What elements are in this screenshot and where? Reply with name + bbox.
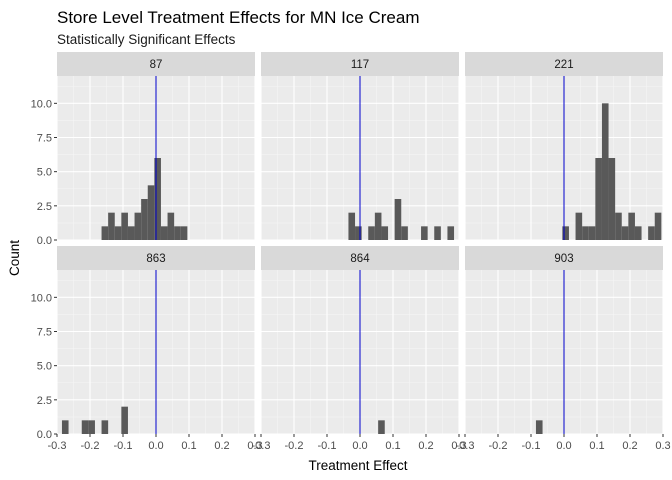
facet-strip-label: 903 xyxy=(554,253,573,265)
facet-strip-label: 221 xyxy=(554,59,573,71)
histogram-bar xyxy=(88,420,95,434)
histogram-bar xyxy=(588,226,596,240)
facet-panel-87: 87 0.0 2.5 5.0 7.5 10.0 xyxy=(31,52,256,247)
x-tick-label: -0.3 xyxy=(456,440,475,452)
histogram-bar xyxy=(648,226,655,240)
histogram-bar xyxy=(121,406,128,434)
y-tick-label: 5.0 xyxy=(37,167,52,179)
x-tick-label: 0.0 xyxy=(556,440,571,452)
facet-strip-label: 87 xyxy=(150,59,163,71)
histogram-bar xyxy=(355,226,362,240)
x-tick-label: 0.0 xyxy=(352,440,367,452)
histogram-bar xyxy=(575,212,583,240)
y-tick-label: 7.5 xyxy=(37,327,52,339)
facet-panel-117: 117 xyxy=(260,52,460,241)
histogram-bar xyxy=(174,226,181,240)
histogram-bar xyxy=(535,420,543,434)
y-axis-title: Count xyxy=(7,240,22,276)
histogram-bar xyxy=(147,185,155,240)
facet-strip-label: 864 xyxy=(350,253,370,265)
histogram-bar xyxy=(601,103,609,240)
histogram-bar xyxy=(167,212,175,240)
facet-panel-221: 221 xyxy=(464,52,664,241)
x-tick-label: -0.1 xyxy=(522,440,541,452)
facet-strip-label: 863 xyxy=(146,253,165,265)
histogram-bar xyxy=(134,212,142,240)
facet-panel-864: 864 -0.3 -0.2 -0.1 0.0 0.1 0.2 0.3 xyxy=(252,246,467,452)
x-tick-label: 0.1 xyxy=(385,440,400,452)
x-tick-label: -0.2 xyxy=(81,440,100,452)
y-tick-label: 10.0 xyxy=(31,98,52,110)
histogram-bar xyxy=(114,226,122,240)
y-tick-label: 5.0 xyxy=(37,361,52,373)
facet-strip-label: 117 xyxy=(351,59,369,71)
histogram-bar xyxy=(421,226,428,240)
x-tick-label: 0.1 xyxy=(181,440,196,452)
x-tick-label: 0.3 xyxy=(655,440,670,452)
chart-title: Store Level Treatment Effects for MN Ice… xyxy=(57,8,420,27)
histogram-bar xyxy=(61,420,69,434)
x-tick-label: -0.3 xyxy=(252,440,271,452)
x-tick-label: 0.2 xyxy=(418,440,433,452)
y-tick-label: 0.0 xyxy=(37,429,52,441)
y-tick-label: 10.0 xyxy=(31,292,52,304)
histogram-bar xyxy=(595,158,602,240)
histogram-bar xyxy=(101,420,109,434)
histogram-bar xyxy=(582,226,589,240)
histogram-bar xyxy=(608,158,616,240)
histogram-bar xyxy=(121,212,128,240)
histogram-bar xyxy=(368,226,375,240)
histogram-bar xyxy=(562,226,569,240)
facet-panel-863: 863 0.0 2.5 5.0 7.5 10.0 -0.3 -0.2 -0.1 0.0 0.1 0.2… xyxy=(31,246,263,452)
histogram-bar xyxy=(127,226,135,240)
histogram-bar xyxy=(381,226,389,240)
histogram-bar xyxy=(401,226,408,240)
histogram-bar xyxy=(621,226,629,240)
x-tick-label: -0.1 xyxy=(318,440,337,452)
facet-strip xyxy=(261,246,459,270)
histogram-bar xyxy=(654,212,662,240)
y-tick-label: 2.5 xyxy=(37,395,52,407)
y-tick-label: 0.0 xyxy=(37,235,52,247)
facet-panel-903: 903 -0.3 -0.2 -0.1 0.0 0.1 0.2 0.3 xyxy=(456,246,671,452)
x-tick-label: -0.3 xyxy=(48,440,67,452)
x-tick-label: -0.1 xyxy=(114,440,133,452)
histogram-bar xyxy=(615,212,622,240)
facet-strip xyxy=(465,246,663,270)
y-tick-label: 2.5 xyxy=(37,201,52,213)
x-axis-title: Treatment Effect xyxy=(308,458,407,473)
x-tick-label: 0.2 xyxy=(622,440,637,452)
histogram-bar xyxy=(348,212,356,240)
facet-strip xyxy=(465,52,663,76)
x-tick-label: -0.2 xyxy=(285,440,304,452)
histogram-bar xyxy=(154,158,161,240)
x-tick-label: -0.2 xyxy=(489,440,508,452)
histogram-bar xyxy=(81,420,89,434)
histogram-bar xyxy=(101,226,109,240)
histogram-bar xyxy=(434,226,441,240)
facet-strip xyxy=(57,246,255,270)
facet-strip xyxy=(261,52,459,76)
x-tick-label: 0.0 xyxy=(148,440,163,452)
histogram-bar xyxy=(378,420,385,434)
y-tick-label: 7.5 xyxy=(37,133,52,145)
histogram-bar xyxy=(141,199,148,240)
facet-panels: 87 0.0 2.5 5.0 7.5 10.0 117 221 863 0.0 2.5 5.0 7.5 1… xyxy=(31,52,671,452)
histogram-bar xyxy=(180,226,188,240)
histogram-bar xyxy=(634,226,642,240)
facet-strip xyxy=(57,52,255,76)
x-tick-label: 0.1 xyxy=(589,440,604,452)
x-tick-label: 0.3 xyxy=(451,440,466,452)
histogram-bar xyxy=(374,212,382,240)
histogram-bar xyxy=(160,226,168,240)
chart-subtitle: Statistically Significant Effects xyxy=(57,32,236,47)
histogram-bar xyxy=(394,199,402,240)
x-tick-label: 0.3 xyxy=(247,440,262,452)
histogram-bar xyxy=(628,212,635,240)
x-tick-label: 0.2 xyxy=(214,440,229,452)
histogram-bar xyxy=(108,212,115,240)
histogram-bar xyxy=(447,226,455,240)
